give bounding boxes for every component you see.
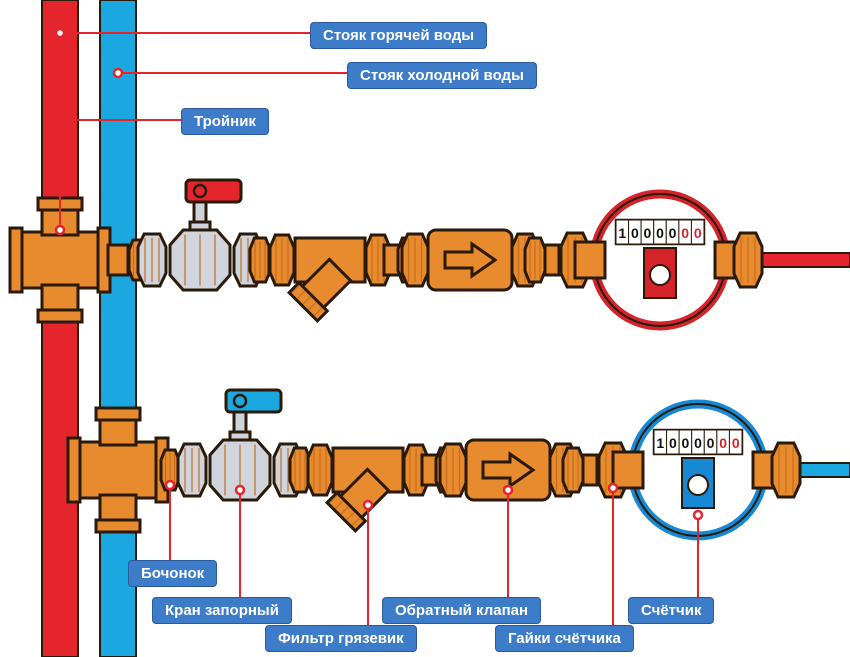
svg-text:1: 1 [618,225,626,241]
svg-text:0: 0 [631,225,639,241]
label-check-valve: Обратный клапан [382,597,541,624]
svg-text:0: 0 [694,225,702,241]
hot-riser [42,0,78,657]
svg-text:0: 0 [707,435,715,451]
ball-valve [226,390,281,442]
svg-text:0: 0 [669,435,677,451]
label-shutoff-valve: Кран запорный [152,597,292,624]
ball-valve [186,180,241,232]
label-tee: Тройник [181,108,269,135]
label-hot-riser: Стояк горячей воды [310,22,487,49]
label-meter: Счётчик [628,597,714,624]
svg-text:0: 0 [644,225,652,241]
svg-text:1: 1 [656,435,664,451]
water-meter: 1000000 [594,194,726,326]
svg-text:0: 0 [669,225,677,241]
svg-text:0: 0 [719,435,727,451]
svg-text:0: 0 [732,435,740,451]
svg-text:0: 0 [656,225,664,241]
check-valve [428,230,512,290]
label-cold-riser: Стояк холодной воды [347,62,537,89]
svg-text:0: 0 [694,435,702,451]
svg-text:0: 0 [681,225,689,241]
label-barrel: Бочонок [128,560,217,587]
svg-text:0: 0 [682,435,690,451]
cold-riser [100,0,136,657]
tee-fitting [68,408,168,532]
label-strainer: Фильтр грязевик [265,625,417,652]
label-meter-nuts: Гайки счётчика [495,625,634,652]
